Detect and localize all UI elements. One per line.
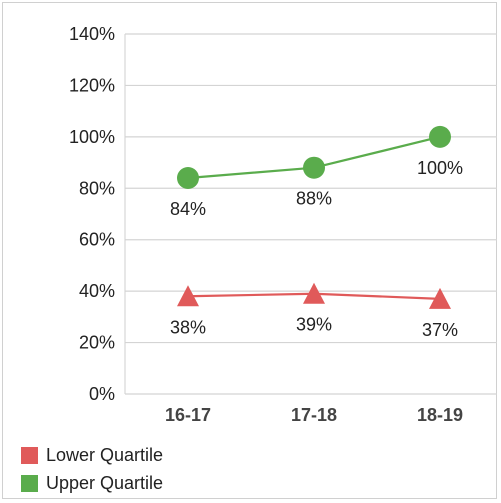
y-tick-label: 100% <box>69 127 115 147</box>
x-tick-label: 18-19 <box>417 405 463 425</box>
chart-frame: 0% 20% 40% 60% 80% 100% 120% 140% 16-17 17-18 18-1… <box>2 2 497 499</box>
legend-item-lower-quartile: Lower Quartile <box>21 441 163 469</box>
data-label: 38% <box>170 317 206 337</box>
data-point-triangle <box>177 285 199 307</box>
legend-item-upper-quartile: Upper Quartile <box>21 469 163 497</box>
data-point-circle <box>177 167 199 189</box>
data-label: 39% <box>296 315 332 335</box>
legend-swatch-lower-quartile <box>21 446 38 464</box>
data-label: 37% <box>422 320 458 340</box>
data-label: 88% <box>296 189 332 209</box>
line-chart: 0% 20% 40% 60% 80% 100% 120% 140% 16-17 17-18 18-1… <box>69 24 497 425</box>
y-tick-label: 120% <box>69 75 115 95</box>
data-point-circle <box>303 156 325 179</box>
y-tick-label: 0% <box>89 384 115 404</box>
x-tick-label: 16-17 <box>165 405 211 425</box>
y-tick-label: 60% <box>79 230 115 250</box>
data-label: 100% <box>417 158 463 178</box>
legend-swatch-upper-quartile <box>21 474 38 492</box>
data-point-triangle <box>303 282 325 304</box>
data-point-triangle <box>429 287 451 309</box>
data-point-circle <box>429 125 451 148</box>
legend-label-lower-quartile: Lower Quartile <box>46 444 164 465</box>
y-tick-label: 140% <box>69 24 115 44</box>
legend: Lower Quartile Upper Quartile <box>21 441 163 497</box>
x-tick-label: 17-18 <box>291 405 337 425</box>
y-tick-label: 80% <box>79 178 115 198</box>
y-tick-label: 20% <box>79 333 115 353</box>
legend-label-upper-quartile: Upper Quartile <box>46 472 164 493</box>
data-label: 84% <box>170 199 206 219</box>
y-tick-label: 40% <box>79 281 115 301</box>
